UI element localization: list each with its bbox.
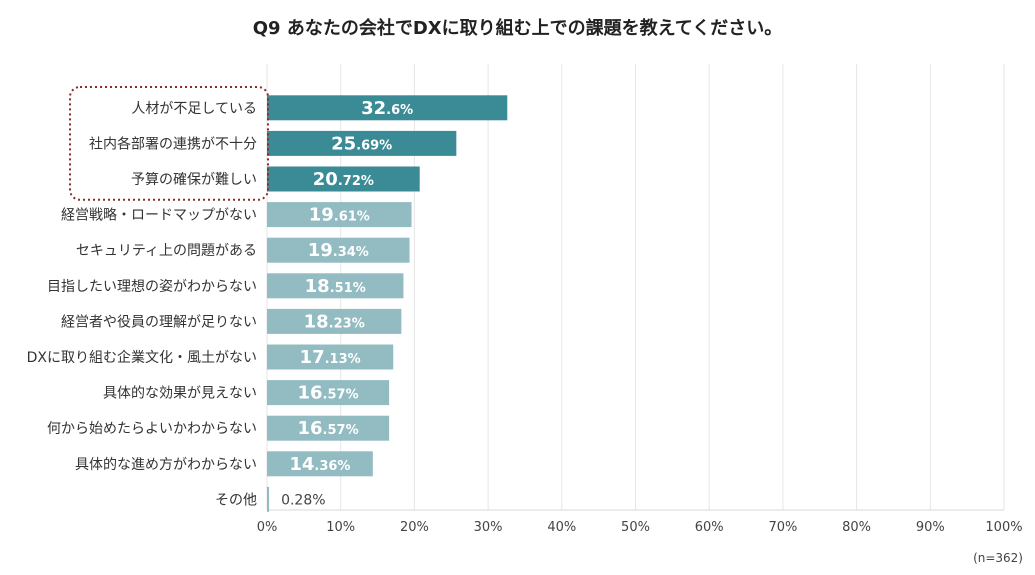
x-tick-label: 60% [695,520,724,535]
bar [267,202,412,228]
value-label: 18.51% [305,276,366,297]
x-tick-label: 40% [547,520,576,535]
category-label: 人材が不足している [131,101,257,117]
category-label: 予算の確保が難しい [131,172,257,188]
x-tick-label: 90% [916,520,945,535]
sample-size-note: (n=362) [973,551,1023,565]
x-tick-label: 50% [621,520,650,535]
bar [267,451,373,477]
value-label: 18.23% [304,311,365,332]
x-tick-label: 0% [257,520,278,535]
category-label: 具体的な効果が見えない [103,386,257,402]
value-label: 16.57% [297,418,358,439]
category-labels: 人材が不足している社内各部署の連携が不十分予算の確保が難しい経営戦略・ロードマッ… [27,101,257,509]
category-label: 経営戦略・ロードマップがない [61,208,257,224]
bar [267,237,410,263]
bar [267,130,457,156]
highlight-box [69,86,269,201]
grid-lines [266,64,1005,511]
category-label: その他 [215,492,257,508]
bar [267,308,402,334]
x-tick-label: 30% [474,520,503,535]
x-tick-label: 20% [400,520,429,535]
bars: 32.6% 25.69% 20.72% 19.61% 19.34% 18.51% 18.23… [267,95,508,512]
value-label: 19.34% [308,240,369,261]
bar [267,273,404,299]
category-label: 何から始めたらよいかわからない [47,421,257,437]
value-label: 16.57% [297,383,358,404]
category-label: 目指したい理想の姿がわからない [47,279,257,295]
value-label: 19.61% [309,205,370,226]
bar [267,380,390,406]
x-tick-label: 80% [842,520,871,535]
bar [267,415,390,441]
bar [267,344,394,370]
x-tick-label: 70% [768,520,797,535]
value-label: 25.69% [331,133,392,154]
x-tick-label: 10% [326,520,355,535]
bar [267,486,270,512]
value-label: 14.36% [289,454,350,475]
category-label: DXに取り組む企業文化・風土がない [27,349,257,366]
chart-title: Q9 あなたの会社でDXに取り組む上での課題を教えてください。 [252,18,783,39]
value-label: 32.6% [361,98,413,119]
x-tick-label: 100% [985,520,1022,535]
value-label: 20.72% [313,169,374,190]
value-label: 0.28% [281,492,325,508]
x-axis-ticks: 0% 10% 20% 30% 40% 50% 60% 70% 80% 90% 100% [257,520,1023,535]
bar [267,166,420,192]
category-label: 経営者や役員の理解が足りない [61,314,257,330]
value-label: 17.13% [300,347,361,368]
bar [267,95,508,121]
category-label: 社内各部署の連携が不十分 [89,136,257,152]
category-label: 具体的な進め方がわからない [75,457,257,473]
category-label: セキュリティ上の問題がある [76,243,257,259]
